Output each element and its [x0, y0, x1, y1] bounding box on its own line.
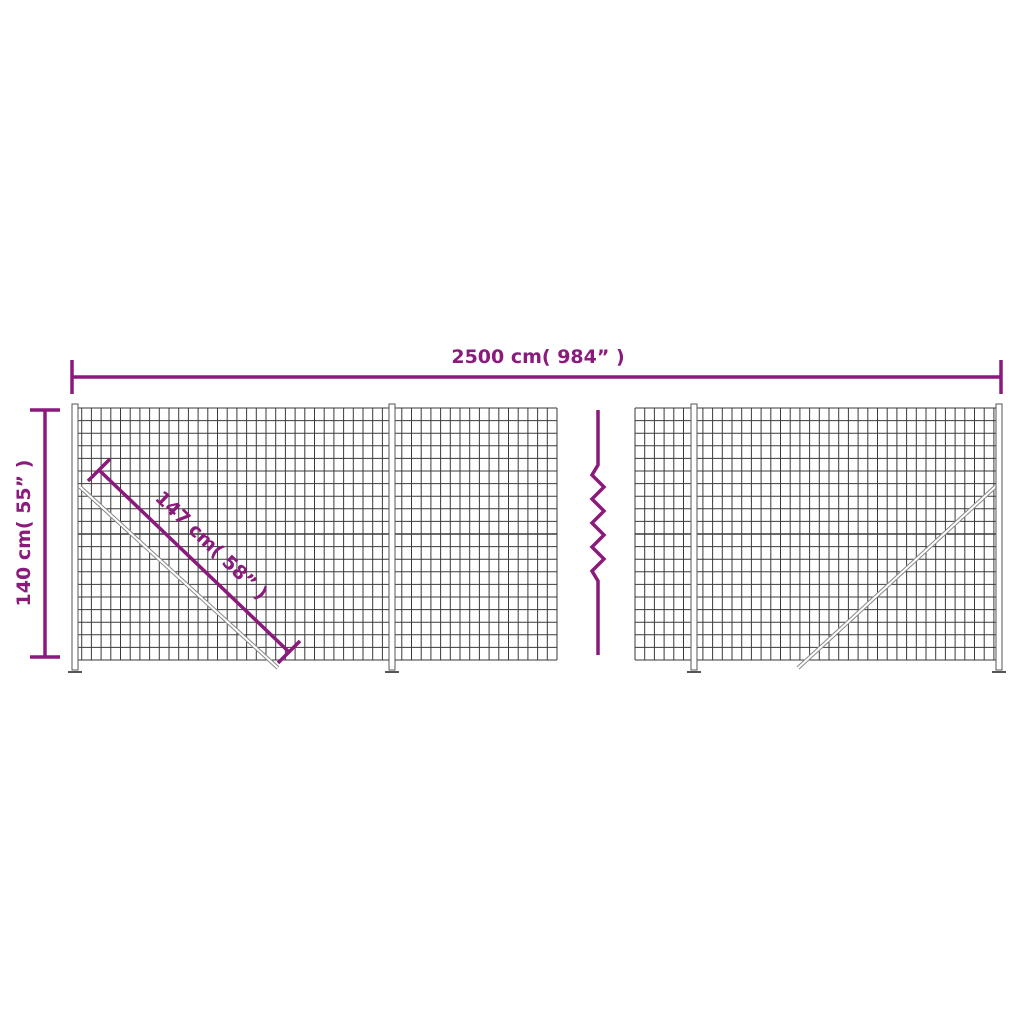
- height-dimension: [30, 408, 60, 659]
- fence-braces: [78, 485, 997, 670]
- width-label: 2500 cm( 984” ): [451, 346, 624, 368]
- height-label: 140 cm( 55” ): [13, 460, 35, 607]
- support-brace-inner: [79, 486, 279, 669]
- diagonal-dimension: [86, 457, 302, 665]
- width-dimension: [70, 360, 1003, 394]
- fence-post: [690, 403, 698, 671]
- fence-post: [388, 403, 396, 671]
- fence-posts: [68, 403, 1006, 673]
- fence-post: [995, 403, 1003, 671]
- fence-post: [71, 403, 79, 671]
- break-symbol: [589, 410, 607, 655]
- support-brace-inner: [797, 486, 996, 669]
